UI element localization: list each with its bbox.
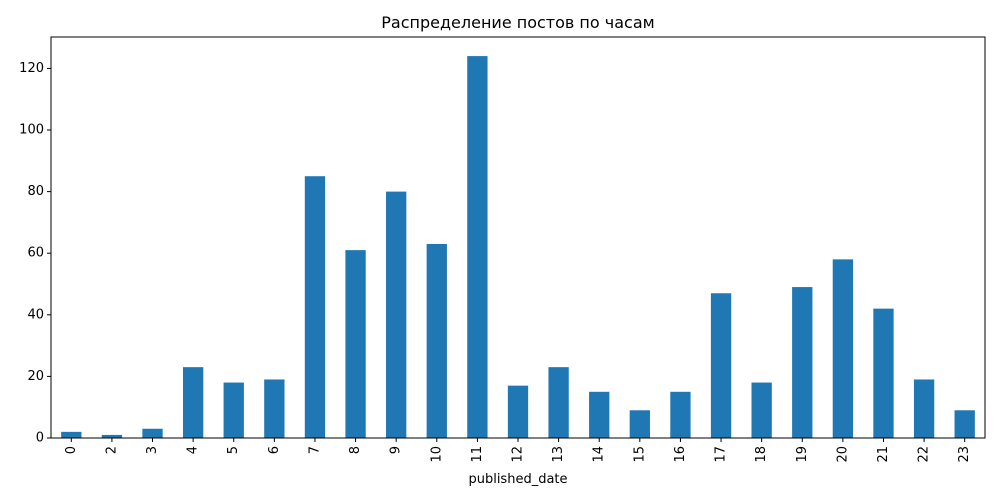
x-tick-label: 17 (714, 446, 729, 463)
x-tick-label: 20 (835, 446, 850, 463)
bar-hour-0 (61, 431, 82, 438)
x-axis-ticks: 0 2 3 4 5 6 7 8 9 10 11 12 13 14 15 16 17 18 19 20 21 22 23 (64, 438, 972, 463)
x-tick-label: 4 (186, 446, 201, 454)
bar-hour-6 (264, 379, 285, 438)
x-tick-label: 11 (470, 446, 485, 463)
x-tick-label: 13 (551, 446, 566, 463)
x-tick-label: 2 (104, 446, 119, 454)
x-tick-label: 19 (795, 446, 810, 463)
bar-hour-13 (548, 367, 569, 438)
bar-hour-23 (954, 410, 975, 438)
bar-hour-7 (304, 176, 326, 438)
bar-hour-8 (345, 250, 366, 438)
bar-hour-15 (629, 410, 650, 438)
bar-hour-5 (223, 382, 244, 438)
chart-title: Распределение постов по часам (381, 13, 654, 32)
bar-hour-14 (589, 391, 610, 438)
y-tick-label: 60 (27, 246, 44, 261)
x-tick-label: 5 (226, 446, 241, 454)
bar-hour-16 (670, 391, 691, 438)
x-tick-label: 14 (592, 446, 607, 463)
x-axis-label: published_date (468, 472, 567, 487)
y-tick-label: 80 (27, 184, 44, 199)
y-axis-ticks: 0 20 40 60 80 100 120 (19, 61, 51, 446)
x-tick-label: 0 (64, 446, 79, 454)
bar-hour-17 (710, 293, 732, 438)
bar-hour-11 (467, 56, 488, 438)
y-tick-label: 0 (36, 431, 44, 446)
bars (61, 56, 975, 438)
bar-hour-4 (182, 367, 204, 438)
bar-hour-2 (101, 434, 123, 438)
y-tick-label: 40 (27, 307, 44, 322)
y-tick-label: 120 (19, 61, 44, 76)
bar-hour-20 (832, 259, 854, 438)
bar-hour-18 (751, 382, 772, 438)
x-tick-label: 15 (632, 446, 647, 463)
y-tick-label: 20 (27, 369, 44, 384)
x-tick-label: 22 (917, 446, 932, 463)
bar-hour-12 (507, 385, 529, 438)
bar-hour-21 (873, 308, 894, 438)
x-tick-label: 9 (389, 446, 404, 454)
bar-hour-3 (142, 428, 163, 438)
plot-frame (50, 36, 986, 439)
bar-hour-19 (792, 287, 813, 438)
x-tick-label: 3 (145, 446, 160, 454)
x-tick-label: 23 (957, 446, 972, 463)
y-tick-label: 100 (19, 123, 44, 138)
bar-hour-10 (426, 243, 447, 438)
x-tick-label: 7 (307, 446, 322, 454)
bar-hour-9 (386, 191, 407, 438)
x-tick-label: 16 (673, 446, 688, 463)
x-tick-label: 18 (754, 446, 769, 463)
x-tick-label: 6 (267, 446, 282, 454)
bar-hour-22 (913, 379, 935, 438)
x-tick-label: 8 (348, 446, 363, 454)
x-tick-label: 12 (511, 446, 526, 463)
x-tick-label: 10 (429, 446, 444, 463)
x-tick-label: 21 (876, 446, 891, 463)
